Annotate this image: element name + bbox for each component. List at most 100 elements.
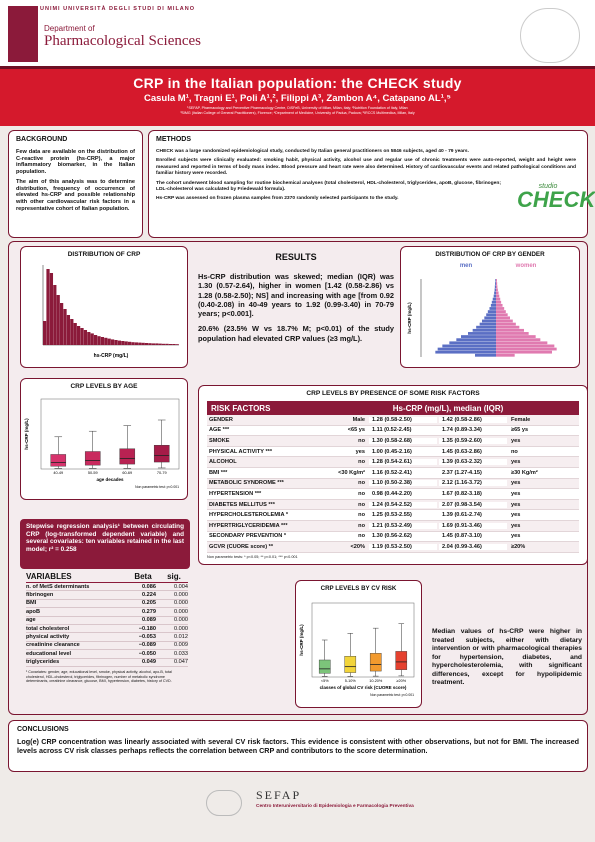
bar	[158, 343, 162, 345]
variable-name: BMI	[26, 600, 37, 607]
chart-title: DISTRIBUTION OF CRP BY GENDER	[435, 251, 545, 258]
bar	[442, 344, 496, 348]
department-large: Pharmacological Sciences	[44, 33, 202, 49]
bar	[496, 316, 510, 320]
bar	[496, 310, 506, 314]
group-label: ≥30 Kg/m²	[511, 469, 538, 476]
risk-factor: HYPERTRIGLYCERIDEMIA ***	[209, 522, 288, 529]
plot-frame	[311, 602, 415, 678]
beta: −0.180	[138, 625, 156, 632]
beta: 0.205	[142, 600, 156, 607]
histogram: hs-CRP (mg/L)	[42, 265, 179, 359]
bar	[494, 285, 496, 289]
median-iqr: 1.45 (0.87-3.10)	[439, 533, 507, 540]
risk-table-panel: CRP LEVELS BY PRESENCE OF SOME RISK FACT…	[198, 385, 588, 565]
bar	[494, 291, 496, 295]
affiliation: ³SIMG (Italian College of General Practi…	[180, 111, 415, 115]
bar	[461, 335, 496, 338]
bar	[437, 347, 496, 351]
bar	[56, 295, 60, 345]
group-label: <65 ys	[347, 427, 365, 434]
table-row: DIABETES MELLITUS *** no 1.24 (0.54-2.52) 2…	[207, 499, 579, 511]
table-body: GENDER Male 1.28 (0.58-2.50) 1.42 (0.58-2.8…	[207, 415, 579, 553]
significance: 0.009	[174, 642, 188, 649]
median-iqr: 1.30 (0.56-2.62)	[369, 533, 437, 540]
significance: 0.047	[174, 659, 188, 666]
bar	[496, 313, 508, 317]
bar	[487, 310, 496, 314]
table-footnote: Non parametric tests: * p<0.05; ** p<0.0…	[207, 554, 298, 559]
header-rule	[0, 66, 595, 69]
bar	[43, 321, 47, 345]
table-row: n. of MetS determinants 0.086 0.004	[26, 583, 188, 592]
bar	[73, 323, 77, 345]
age-box-panel: CRP LEVELS BY AGE hs-CRP (mg/L) 40-49 50-5…	[20, 378, 188, 500]
paragraph: 20.6% (23.5% W vs 18.7% M; p<0.01) of th…	[198, 324, 394, 343]
bar	[475, 353, 496, 357]
bar	[496, 294, 500, 298]
y-axis-label: hs-CRP (mg/L)	[407, 302, 412, 334]
section-heading: RESULTS	[275, 252, 317, 262]
paragraph: Enrolled subjects were clinically evalua…	[156, 158, 576, 177]
table-row: total cholesterol −0.180 0.000	[26, 625, 188, 634]
bar	[60, 303, 64, 345]
paragraph: Hs-CRP was assessed on frozen plasma sam…	[156, 196, 399, 202]
header-cell: Beta	[134, 572, 152, 581]
bar	[114, 340, 118, 345]
bar	[456, 338, 496, 342]
median-iqr: 1.39 (0.63-2.32)	[439, 459, 507, 466]
variable-name: physical activity	[26, 634, 70, 641]
significance: 0.000	[174, 617, 188, 624]
bar	[172, 344, 176, 345]
beta: 0.224	[142, 592, 156, 599]
authors: Casula M¹, Tragni E¹, Poli A¹,², Filippi…	[143, 93, 451, 104]
group-label: no	[358, 512, 365, 519]
stepwise-box: Stepwise regression analysis¹ between ci…	[20, 519, 190, 569]
bar	[121, 341, 125, 345]
x-tick-label: 50-59	[88, 471, 98, 475]
bar	[495, 279, 496, 282]
bar	[155, 343, 159, 345]
box-chart: hs-CRP (mg/L) 40-49 50-59 60-69 70-79 age dec…	[24, 398, 180, 489]
group-label: no	[358, 501, 365, 508]
median-iqr: 1.25 (0.53-2.55)	[369, 512, 437, 519]
bar	[435, 350, 496, 354]
pyramid-chart: hs-CRP (mg/L) men women	[407, 263, 557, 357]
bar	[489, 307, 496, 310]
bar	[492, 297, 496, 301]
conclusions-panel: CONCLUSIONS Log(e) CRP concentration was…	[8, 720, 588, 772]
bar	[493, 294, 496, 298]
significance: 0.000	[174, 600, 188, 607]
median-iqr: 1.30 (0.58-2.68)	[369, 437, 437, 444]
risk-factor: SMOKE	[209, 437, 230, 444]
median-iqr: 1.69 (0.91-3.46)	[439, 522, 507, 529]
university-name: UNIMI UNIVERSITÀ DEGLI STUDI DI MILANO	[40, 6, 196, 12]
table-header: RISK FACTORS Hs-CRP (mg/L), median (IQR)	[207, 401, 579, 415]
beta: 0.086	[142, 583, 156, 590]
group-label: no	[358, 533, 365, 540]
bar	[496, 341, 548, 345]
risk-factor: SECONDARY PREVENTION *	[209, 533, 287, 540]
x-axis-label: hs-CRP (mg/L)	[94, 353, 129, 359]
legend-label: men	[460, 263, 473, 269]
box	[318, 659, 331, 674]
bar	[491, 300, 496, 304]
bar	[175, 344, 179, 345]
bar	[131, 342, 135, 345]
chart-note: Non parametric test: p<0.001	[370, 693, 414, 697]
group-label: Male	[352, 416, 365, 423]
x-tick-label: ≥20%	[396, 679, 406, 683]
bar	[97, 336, 101, 345]
group-label: yes	[511, 512, 521, 519]
median-iqr: 1.19 (0.53-2.50)	[369, 543, 437, 550]
beta: 0.279	[142, 608, 156, 615]
table-row: HYPERTRIGLYCERIDEMIA *** no 1.21 (0.53-2.4…	[207, 520, 579, 532]
table-footnote: ¹ Covariates: gender, age, educational l…	[26, 669, 172, 684]
risk-factor: GCVR (CUORE score) **	[209, 543, 274, 550]
x-axis-label: classes of global CV risk (CUORE score)	[320, 685, 407, 690]
department-small: Department of	[44, 24, 95, 33]
bar	[100, 337, 105, 345]
pyramid-panel: DISTRIBUTION OF CRP BY GENDER hs-CRP (mg…	[400, 246, 580, 368]
median-iqr: 1.45 (0.63-2.86)	[439, 448, 507, 455]
cv-box-panel: CRP LEVELS BY CV RISK hs-CRP (mg/L) <5% 5-…	[295, 580, 422, 708]
